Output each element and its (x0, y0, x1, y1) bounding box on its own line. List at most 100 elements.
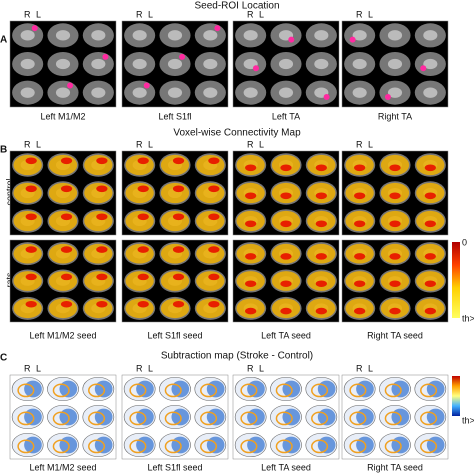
seed-roi (102, 53, 109, 60)
connectivity-peak (315, 220, 327, 228)
ring (17, 411, 35, 426)
ring (240, 411, 258, 426)
connectivity (125, 271, 154, 291)
connectivity-peak (208, 213, 220, 221)
connectivity-peak (315, 253, 327, 260)
connectivity-peak (389, 307, 401, 315)
ventricle (132, 58, 147, 70)
connectivity-peak (354, 253, 366, 260)
connectivity (125, 298, 154, 319)
seed-roi (420, 65, 427, 72)
connectivity-peak (208, 157, 220, 165)
connectivity-peak (137, 185, 149, 193)
connectivity-peak (172, 185, 185, 193)
orientation-label: R (136, 9, 143, 19)
connectivity-peak (389, 164, 401, 172)
orientation-label: L (259, 9, 264, 19)
orientation-label: R (24, 139, 31, 149)
seed-roi (67, 82, 74, 89)
ventricle (278, 58, 294, 70)
orientation-label: R (24, 363, 31, 373)
seed-roi (179, 53, 186, 60)
orientation-label: L (36, 363, 41, 373)
connectivity (48, 210, 78, 232)
seed-label: Left S1fl (158, 111, 191, 121)
ventricle (20, 87, 35, 98)
connectivity-peak (245, 192, 257, 200)
connectivity-peak (315, 280, 327, 288)
connectivity (125, 243, 154, 264)
connectivity-peak (245, 280, 257, 288)
connectivity-peak (208, 246, 220, 253)
ring (275, 383, 293, 398)
connectivity (160, 154, 190, 176)
seed-label: Left TA (272, 111, 300, 121)
connectivity (160, 243, 190, 264)
ventricle (55, 58, 71, 70)
seed-label: Right TA seed (367, 462, 423, 472)
orientation-label: R (247, 139, 254, 149)
connectivity-peak (354, 192, 366, 200)
connectivity-peak (354, 307, 366, 315)
connectivity-peak (424, 253, 436, 260)
connectivity (196, 182, 225, 204)
connectivity-peak (25, 213, 37, 221)
connectivity-peak (60, 273, 73, 281)
orientation-label: L (368, 139, 373, 149)
connectivity-peak (172, 246, 185, 253)
connectivity-peak (280, 280, 292, 288)
ring (129, 411, 147, 426)
connectivity-peak (96, 157, 108, 165)
ring (384, 383, 402, 398)
connectivity-peak (315, 307, 327, 315)
ventricle (243, 30, 258, 41)
panel-title: Subtraction map (Stroke - Control) (161, 351, 313, 362)
connectivity-peak (389, 220, 401, 228)
orientation-label: R (24, 9, 31, 19)
ventricle (314, 30, 329, 41)
connectivity (48, 243, 78, 264)
seed-label: Left M1/M2 (40, 111, 85, 121)
connectivity (13, 243, 42, 264)
connectivity-peak (424, 192, 436, 200)
connectivity-peak (25, 157, 37, 165)
orientation-label: L (148, 363, 153, 373)
connectivity-peak (424, 220, 436, 228)
connectivity (13, 271, 42, 291)
ventricle (387, 30, 403, 41)
connectivity (84, 298, 113, 319)
seed-roi (31, 25, 38, 32)
ventricle (278, 87, 294, 98)
connectivity (84, 154, 113, 176)
ventricle (55, 30, 71, 41)
connectivity-peak (315, 164, 327, 172)
connectivity (48, 182, 78, 204)
connectivity-peak (354, 280, 366, 288)
ring (420, 439, 438, 454)
orientation-label: L (368, 9, 373, 19)
ventricle (203, 30, 218, 41)
ventricle (91, 87, 106, 98)
connectivity (84, 271, 113, 291)
ventricle (352, 30, 367, 41)
ring (311, 383, 329, 398)
connectivity-peak (172, 273, 185, 281)
ring (240, 439, 258, 454)
seed-label: Right TA (378, 111, 412, 121)
connectivity-peak (280, 253, 292, 260)
connectivity-peak (25, 246, 37, 253)
connectivity-peak (137, 300, 149, 308)
connectivity (196, 210, 225, 232)
ring (200, 411, 218, 426)
group-label: rats (4, 272, 14, 288)
ring (52, 439, 70, 454)
seed-label: Left S1fl seed (147, 330, 202, 340)
connectivity-peak (25, 300, 37, 308)
orientation-label: R (247, 363, 254, 373)
connectivity-peak (424, 164, 436, 172)
group-label: control (4, 178, 14, 205)
orientation-label: R (136, 363, 143, 373)
panel-letter: B (0, 145, 7, 156)
orientation-label: R (356, 9, 363, 19)
colorbar-label: th>0.2 (462, 313, 474, 323)
